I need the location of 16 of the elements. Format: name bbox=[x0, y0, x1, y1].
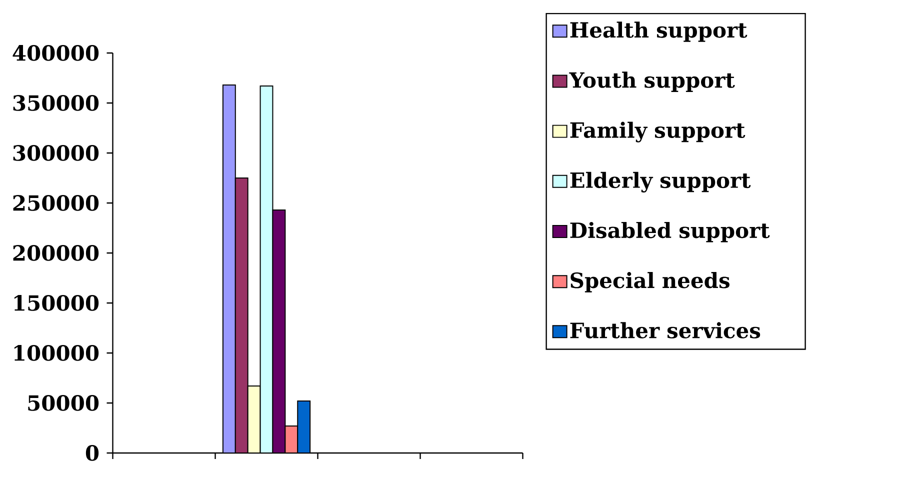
y-tick-label: 250000 bbox=[13, 195, 99, 211]
y-tick-label: 300000 bbox=[13, 145, 99, 161]
legend-label: Disabled support bbox=[570, 222, 770, 242]
legend-label: Elderly support bbox=[570, 172, 751, 192]
y-tick-label: 200000 bbox=[13, 245, 99, 261]
legend-label: Further services bbox=[570, 322, 760, 338]
legend-label: Youth support bbox=[569, 72, 735, 92]
legend-label: Special needs bbox=[570, 272, 730, 292]
y-tick-label: 150000 bbox=[14, 295, 99, 311]
legend-label: Health support bbox=[570, 22, 748, 42]
y-tick-label: 400000 bbox=[12, 45, 99, 61]
y-tick-label: 350000 bbox=[13, 95, 99, 111]
y-tick-label: 0 bbox=[86, 445, 99, 461]
y-tick-label: 100000 bbox=[14, 345, 99, 361]
y-tick-label: 50000 bbox=[28, 395, 99, 411]
legend-label: Family support bbox=[570, 122, 746, 142]
